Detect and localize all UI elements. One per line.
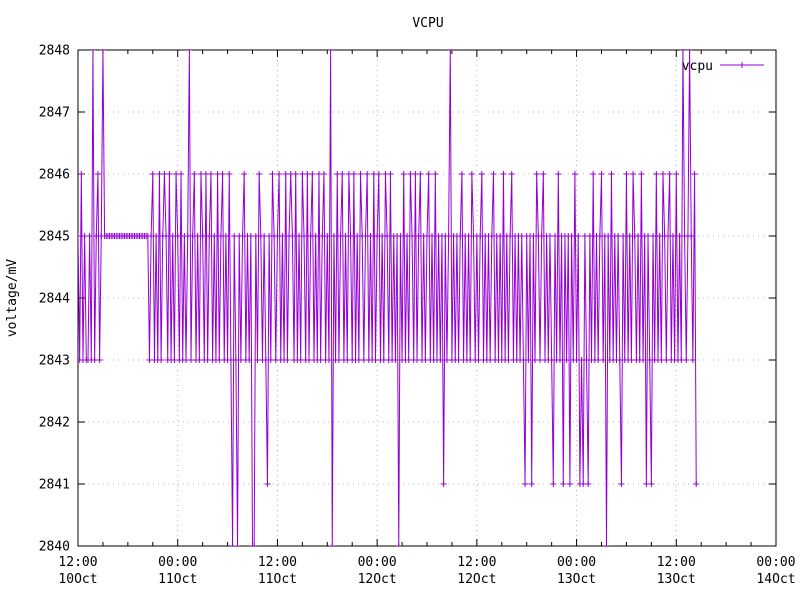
x-tick-label-date: 13Oct	[557, 572, 596, 587]
chart-title: VCPU	[412, 16, 443, 31]
y-tick-label: 2841	[39, 478, 70, 493]
x-tick-label-date: 13Oct	[657, 572, 696, 587]
y-tick-label: 2845	[39, 230, 70, 245]
axis-tick-labels: 2840 2841 2842 2843 2844 2845 2846 2847 2848 12:0…	[39, 44, 796, 588]
x-tick-label-time: 12:00	[457, 555, 496, 570]
x-tick-label-date: 10Oct	[58, 572, 97, 587]
x-tick-label-time: 12:00	[657, 555, 696, 570]
x-tick-label-date: 12Oct	[358, 572, 397, 587]
x-tick-label-date: 11Oct	[158, 572, 197, 587]
x-tick-label-date: 11Oct	[258, 572, 297, 587]
x-tick-label-time: 12:00	[258, 555, 297, 570]
y-tick-label: 2843	[39, 354, 70, 369]
y-tick-label: 2847	[39, 106, 70, 121]
y-tick-label: 2848	[39, 44, 70, 59]
plot-border	[77, 49, 777, 547]
data-series-vcpu	[78, 50, 700, 546]
y-tick-label: 2844	[39, 292, 70, 307]
axis-ticks	[77, 49, 777, 547]
x-tick-label-date: 12Oct	[457, 572, 496, 587]
y-tick-label: 2846	[39, 168, 70, 183]
vcpu-point-markers	[78, 50, 700, 546]
legend: vcpu	[682, 59, 764, 74]
x-tick-label-date: 14Oct	[756, 572, 795, 587]
y-tick-label: 2840	[39, 540, 70, 555]
x-tick-label-time: 12:00	[58, 555, 97, 570]
legend-label: vcpu	[682, 59, 713, 74]
y-tick-label: 2842	[39, 416, 70, 431]
x-tick-label-time: 00:00	[358, 555, 397, 570]
x-tick-label-time: 00:00	[158, 555, 197, 570]
x-tick-label-time: 00:00	[557, 555, 596, 570]
grid-lines	[78, 50, 776, 546]
vcpu-line	[78, 50, 697, 546]
x-tick-label-time: 00:00	[756, 555, 795, 570]
y-axis-label: voltage/mV	[5, 259, 20, 337]
legend-plus-marker	[739, 62, 745, 68]
